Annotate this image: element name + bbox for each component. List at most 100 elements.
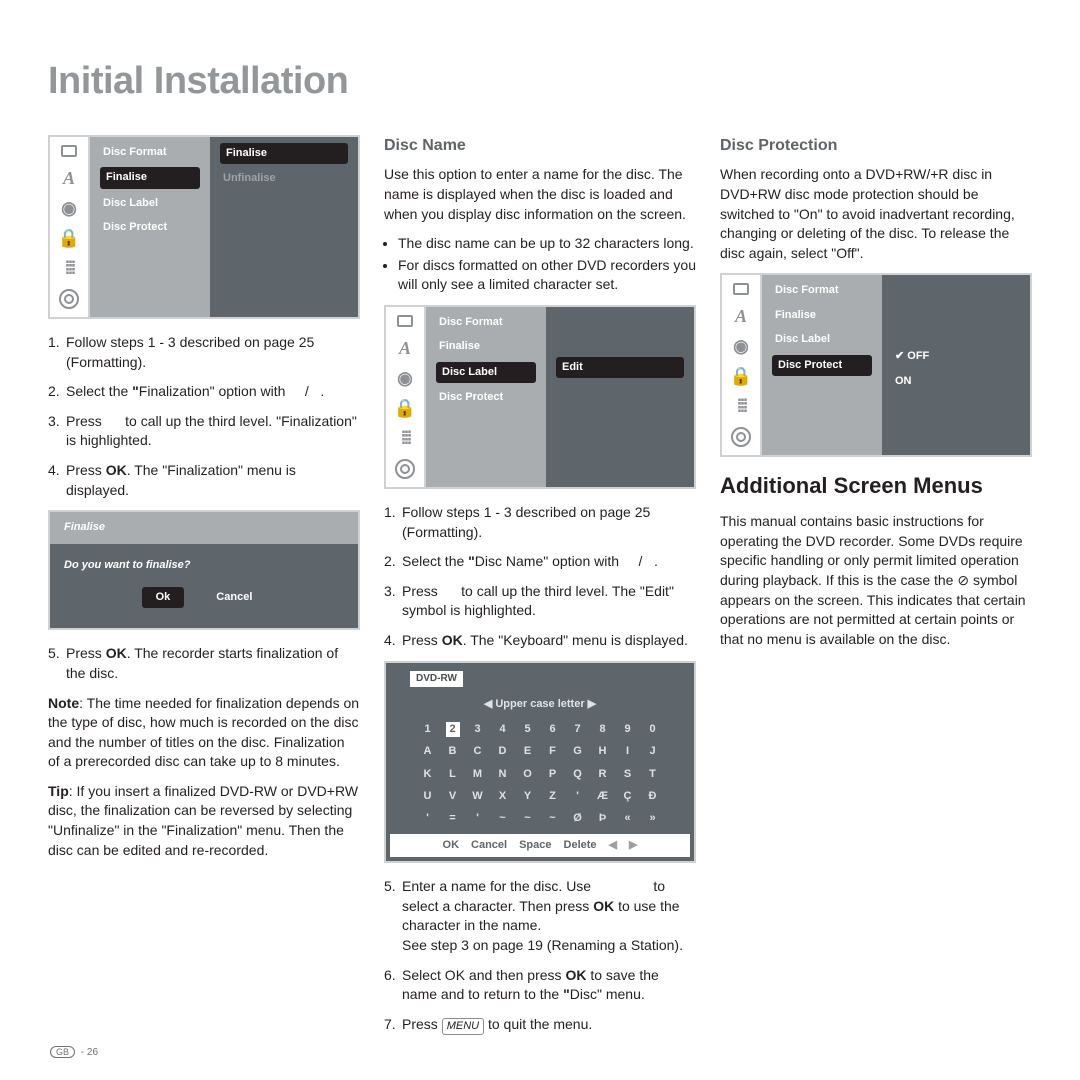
kbd-key: M — [471, 767, 485, 782]
tip-text: : If you insert a finalized DVD-RW or DV… — [48, 783, 358, 858]
kbd-key: 6 — [546, 722, 560, 737]
kbd-key: Æ — [596, 789, 610, 804]
kbd-key: 5 — [521, 722, 535, 737]
col-disc-protection: Disc Protection When recording onto a DV… — [720, 135, 1032, 1045]
kbd-key: ~ — [546, 811, 560, 826]
menu-item-selected: Finalise — [100, 167, 200, 188]
kbd-key: B — [446, 744, 460, 759]
kbd-key: V — [446, 789, 460, 804]
intro-text: When recording onto a DVD+RW/+R disc in … — [720, 165, 1032, 263]
kbd-key: Ð — [646, 789, 660, 804]
menu-item: Disc Format — [436, 313, 536, 332]
settings-icon: ⁞⁞⁞ — [65, 259, 74, 277]
kbd-key: I — [621, 744, 635, 759]
tv-icon — [61, 145, 77, 157]
kbd-key: 4 — [496, 722, 510, 737]
osd-disc-protect: A ◉ 🔒 ⁞⁞⁞ Disc Format Finalise Disc Labe… — [720, 273, 1032, 457]
menu-item: Disc Protect — [100, 218, 200, 237]
kbd-key: X — [496, 789, 510, 804]
kbd-bottom-row: OK Cancel Space Delete ◀ ▶ — [390, 834, 690, 857]
confirm-question: Do you want to finalise? — [64, 558, 344, 573]
body-text: This manual contains basic instructions … — [720, 512, 1032, 649]
note-text: : The time needed for finalization depen… — [48, 695, 359, 770]
submenu-item-checked: OFF — [892, 347, 1020, 366]
kbd-key: 0 — [646, 722, 660, 737]
tv-icon — [397, 315, 413, 327]
kbd-key: C — [471, 744, 485, 759]
kbd-key: « — [621, 811, 635, 826]
kbd-key: 2 — [446, 722, 460, 737]
region-code: GB — [50, 1046, 75, 1058]
kbd-key: T — [646, 767, 660, 782]
kbd-key: E — [521, 744, 535, 759]
kbd-key: U — [421, 789, 435, 804]
kbd-key: Z — [546, 789, 560, 804]
page-footer: GB - 26 — [50, 1046, 98, 1058]
menu-item: Finalise — [436, 337, 536, 356]
confirm-title: Finalise — [50, 512, 358, 543]
kbd-key: O — [521, 767, 535, 782]
kbd-key: N — [496, 767, 510, 782]
prohibit-icon: ⊘ — [957, 572, 969, 588]
kbd-key: Q — [571, 767, 585, 782]
kbd-key: D — [496, 744, 510, 759]
kbd-key: P — [546, 767, 560, 782]
kbd-key: 8 — [596, 722, 610, 737]
menu-item: Disc Label — [100, 194, 200, 213]
bullet: For discs formatted on other DVD recorde… — [398, 256, 696, 295]
tip-label: Tip — [48, 783, 69, 799]
tv-icon — [733, 283, 749, 295]
osd-finalise: A ◉ 🔒 ⁞⁞⁞ Disc Format Finalise Disc Labe… — [48, 135, 360, 319]
kbd-key: G — [571, 744, 585, 759]
kbd-key: Ø — [571, 811, 585, 826]
lock-icon: 🔒 — [58, 229, 80, 247]
menu-item: Finalise — [772, 306, 872, 325]
intro-text: Use this option to enter a name for the … — [384, 165, 696, 224]
kbd-key: H — [596, 744, 610, 759]
submenu-item: ON — [892, 372, 1020, 391]
kbd-key: 7 — [571, 722, 585, 737]
col-finalise: A ◉ 🔒 ⁞⁞⁞ Disc Format Finalise Disc Labe… — [48, 135, 360, 1045]
submenu-item-selected: Finalise — [220, 143, 348, 164]
disc-icon — [59, 289, 79, 309]
disc-small-icon: ◉ — [61, 199, 77, 217]
disc-icon — [395, 459, 415, 479]
cancel-button: Cancel — [202, 587, 266, 608]
kbd-key: Y — [521, 789, 535, 804]
osd-disc-label: A ◉ 🔒 ⁞⁞⁞ Disc Format Finalise Disc Labe… — [384, 305, 696, 489]
menu-item: Disc Format — [100, 143, 200, 162]
lock-icon: 🔒 — [730, 367, 752, 385]
disc-small-icon: ◉ — [397, 369, 413, 387]
kbd-key: S — [621, 767, 635, 782]
section-heading: Disc Protection — [720, 135, 1032, 157]
page-title: Initial Installation — [48, 60, 1032, 103]
onscreen-keyboard: DVD-RW Upper case letter 1234567890ABCDE… — [384, 661, 696, 864]
menu-item: Disc Label — [772, 330, 872, 349]
menu-item: Disc Protect — [436, 388, 536, 407]
kbd-key: ' — [571, 789, 585, 804]
page-number: - 26 — [81, 1047, 98, 1058]
kbd-key: W — [471, 789, 485, 804]
letter-a-icon: A — [63, 169, 75, 187]
kbd-key: R — [596, 767, 610, 782]
settings-icon: ⁞⁞⁞ — [401, 429, 410, 447]
letter-a-icon: A — [735, 307, 747, 325]
kbd-key: F — [546, 744, 560, 759]
kbd-key: 9 — [621, 722, 635, 737]
confirm-dialog: Finalise Do you want to finalise? Ok Can… — [48, 510, 360, 630]
menu-item: Disc Format — [772, 281, 872, 300]
kbd-key: ~ — [496, 811, 510, 826]
letter-a-icon: A — [399, 339, 411, 357]
kbd-key: 1 — [421, 722, 435, 737]
kbd-key: ' — [421, 811, 435, 826]
bullet: The disc name can be up to 32 characters… — [398, 234, 696, 254]
menu-item-selected: Disc Label — [436, 362, 536, 383]
lock-icon: 🔒 — [394, 399, 416, 417]
col-disc-name: Disc Name Use this option to enter a nam… — [384, 135, 696, 1045]
ok-button: Ok — [142, 587, 185, 608]
menu-item-selected: Disc Protect — [772, 355, 872, 376]
kbd-key: ~ — [521, 811, 535, 826]
settings-icon: ⁞⁞⁞ — [737, 397, 746, 415]
section-heading-large: Additional Screen Menus — [720, 471, 1032, 502]
kbd-title: DVD-RW — [410, 671, 463, 687]
